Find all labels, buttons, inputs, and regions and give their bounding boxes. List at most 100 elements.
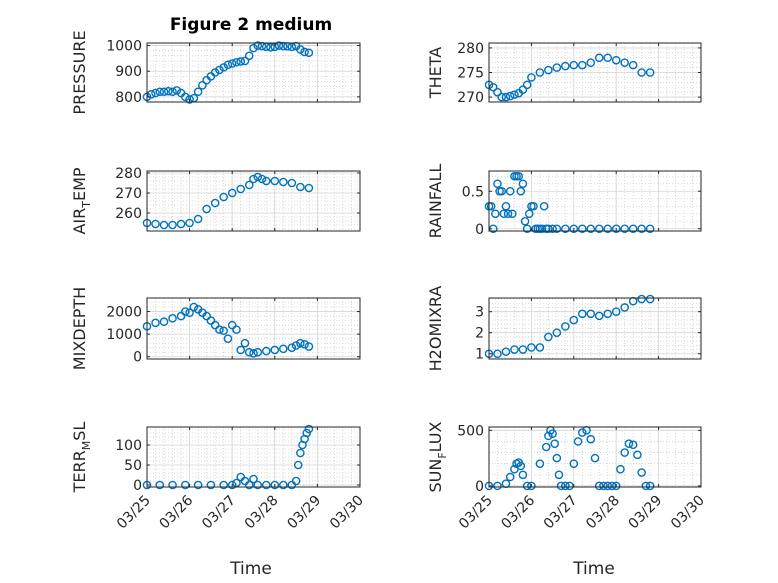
theta-data-point <box>527 73 536 82</box>
pressure-data-point <box>236 57 246 66</box>
airtemp-data-point <box>176 219 186 229</box>
y-tick-label: 1000 <box>106 327 142 343</box>
rainfall-data-point <box>544 224 553 234</box>
mixdepth-y-axis-label: MIXDEPTH <box>70 287 89 370</box>
h2omixra-data-point <box>527 343 536 352</box>
pressure-axes-box <box>146 42 361 103</box>
sunflux-data-point <box>611 481 621 491</box>
rainfall-data-point <box>637 224 646 234</box>
pressure-data-point <box>193 87 203 97</box>
theta-data-point <box>497 92 507 102</box>
x-tick-label: 03/25 <box>114 493 154 533</box>
sunflux-data-point <box>616 464 625 474</box>
rainfall-data-point <box>628 224 638 234</box>
rainfall-data-point <box>503 209 513 219</box>
pressure-data-point <box>240 56 250 66</box>
pressure-data-point <box>232 57 241 67</box>
y-tick-label: 0 <box>475 222 484 238</box>
rainfall-data-point <box>518 179 528 189</box>
theta-data-point <box>535 68 545 77</box>
terrmsl-data-point <box>227 480 237 490</box>
rainfall-data-point <box>611 224 621 234</box>
sunflux-data-point <box>607 481 617 491</box>
rainfall-y-axis-label: RAINFALL <box>426 164 445 239</box>
rainfall-axes-box <box>488 170 702 232</box>
theta-data-point <box>522 80 532 90</box>
terrmsl-data-point <box>244 480 254 490</box>
h2omixra-data-point <box>637 294 646 304</box>
h2omixra-data-point <box>611 307 621 316</box>
sunflux-data-point <box>535 459 545 468</box>
theta-data-point <box>569 60 579 70</box>
y-tick-label: 1 <box>475 347 484 363</box>
rainfall-data-point <box>529 201 538 211</box>
x-tick-label: 03/30 <box>327 493 367 533</box>
subplot-air-temp: 260 270 280 AIRTEMP <box>70 166 361 235</box>
sunflux-data-point <box>624 439 634 448</box>
rainfall-data-point <box>520 216 530 226</box>
pressure-data-point <box>198 81 207 90</box>
rainfall-data-point <box>539 201 549 211</box>
airtemp-data-point <box>296 182 305 192</box>
terrmsl-data-point <box>253 480 263 490</box>
mixdepth-data-point <box>168 314 177 323</box>
airtemp-data-point <box>193 214 203 224</box>
pressure-axes-background <box>147 43 360 102</box>
terrmsl-data-point <box>293 460 303 470</box>
subplot-pressure: 800 900 1000 PRESSURE <box>70 30 361 115</box>
sunflux-data-point <box>541 442 551 452</box>
mixdepth-data-point <box>249 349 258 358</box>
terrmsl-data-point <box>279 480 288 490</box>
rainfall-data-point <box>505 186 515 196</box>
sunflux-data-point <box>556 481 566 491</box>
airtemp-data-point <box>244 180 254 190</box>
rainfall-data-point <box>537 224 547 234</box>
mixdepth-data-point <box>176 311 186 321</box>
theta-y-axis-label: THETA <box>426 47 445 99</box>
sunflux-axes-box <box>488 426 702 488</box>
h2omixra-data-point <box>501 347 511 356</box>
sunflux-data-point <box>565 481 574 491</box>
rainfall-data-point <box>499 209 509 219</box>
mixdepth-data-point <box>227 320 237 330</box>
mixdepth-data-point <box>291 341 301 350</box>
sunflux-data-point <box>641 481 651 491</box>
subplot-rainfall: 0 0.5 RAINFALL <box>426 164 702 239</box>
mixdepth-axes-background <box>147 298 360 359</box>
pressure-data-point <box>146 90 156 99</box>
terrmsl-data-point <box>155 480 165 490</box>
y-tick-label: 100 <box>115 438 142 454</box>
mixdepth-data-point <box>151 318 160 328</box>
terrmsl-data-point <box>291 476 301 486</box>
h2omixra-axes-box <box>488 297 702 360</box>
theta-data-point <box>488 82 498 92</box>
sunflux-data-point <box>505 472 515 482</box>
sunflux-data-point <box>561 481 570 491</box>
rainfall-data-point <box>561 224 570 234</box>
mixdepth-data-point <box>185 308 194 317</box>
y-tick-label: 280 <box>457 41 484 57</box>
mixdepth-data-point <box>223 334 233 343</box>
x-tick-label: 03/29 <box>626 493 666 533</box>
theta-data-point <box>501 92 511 102</box>
y-tick-label: 500 <box>457 423 484 439</box>
theta-data-point <box>552 63 562 72</box>
theta-data-point <box>637 68 646 77</box>
pressure-data-point <box>257 41 267 51</box>
airtemp-data-point <box>261 176 271 186</box>
x-tick-label: 03/29 <box>284 493 324 533</box>
pressure-data-point <box>253 41 263 50</box>
terrmsl-data-point <box>304 424 314 434</box>
mixdepth-data-point <box>189 302 199 312</box>
theta-data-point <box>505 91 515 101</box>
pressure-y-axis-label: PRESSURE <box>70 30 89 114</box>
theta-data-point <box>493 87 502 97</box>
terrmsl-data-point <box>261 480 271 490</box>
y-tick-label: 0.5 <box>462 184 484 200</box>
rainfall-data-point <box>645 224 655 234</box>
rainfall-data-point <box>497 186 507 196</box>
rainfall-data-point <box>577 224 587 234</box>
sunflux-data-point <box>550 439 560 448</box>
y-tick-label: 2 <box>475 326 484 342</box>
rainfall-data-point <box>508 209 517 219</box>
